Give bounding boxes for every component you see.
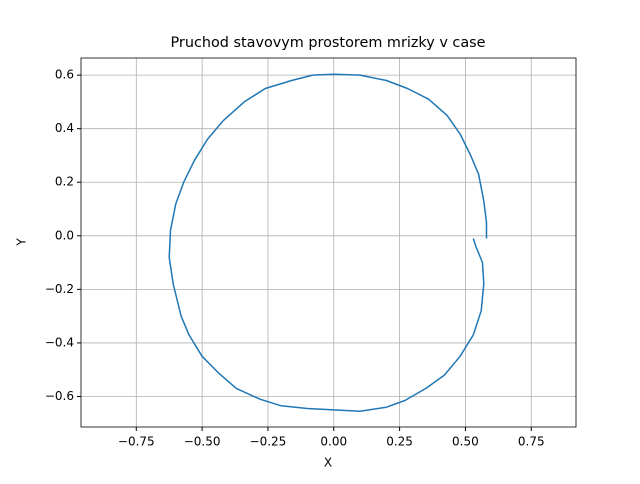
y-tick-label: 0.2 bbox=[55, 175, 74, 189]
y-tick-label: −0.2 bbox=[45, 282, 74, 296]
x-tick-label: 0.75 bbox=[518, 435, 545, 449]
x-tick-label: 0.50 bbox=[452, 435, 479, 449]
chart-title: Pruchod stavovym prostorem mrizky v case bbox=[170, 35, 485, 51]
x-tick-label: −0.50 bbox=[184, 435, 221, 449]
x-tick-label: −0.25 bbox=[250, 435, 287, 449]
y-tick-label: 0.4 bbox=[55, 121, 74, 135]
y-tick-label: 0.6 bbox=[55, 68, 74, 82]
x-axis-label: X bbox=[324, 456, 332, 470]
x-tick-label: −0.75 bbox=[118, 435, 155, 449]
y-tick-label: −0.6 bbox=[45, 389, 74, 403]
x-tick-label: 0.00 bbox=[320, 435, 347, 449]
plot-frame bbox=[80, 57, 577, 428]
y-tick-label: −0.4 bbox=[45, 335, 74, 349]
y-axis-label: Y bbox=[15, 238, 29, 247]
y-tick-label: 0.0 bbox=[55, 228, 74, 242]
data-line bbox=[168, 73, 488, 412]
x-tick-label: 0.25 bbox=[386, 435, 413, 449]
